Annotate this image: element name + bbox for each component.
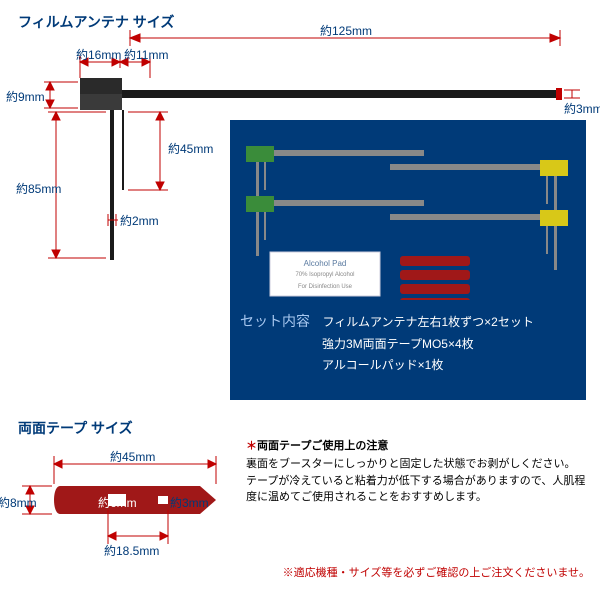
dim-85: 約85mm	[16, 180, 61, 197]
tape-dim-18-5: 約18.5mm	[104, 542, 159, 559]
set-contents-title: セット内容	[240, 311, 310, 331]
notice-title: 両面テープご使用上の注意	[257, 440, 388, 452]
notice-footer: ※適応機種・サイズ等を必ずご確認の上ご注文くださいませ。	[246, 564, 590, 580]
pad-line3: For Disinfection Use	[298, 284, 353, 290]
dim-125: 約125mm	[320, 22, 372, 39]
notice-title-line: ＊両面テープご使用上の注意	[246, 438, 388, 455]
set-line-2: アルコールパッド×1枚	[322, 356, 576, 373]
tape-dim-8: 約8mm	[0, 494, 37, 511]
dim-3: 約3mm	[564, 100, 600, 117]
tape-dim-6: 約6mm	[98, 494, 137, 511]
notice-star-icon: ＊	[246, 440, 257, 452]
set-line-1: 強力3M両面テープMO5×4枚	[322, 335, 576, 352]
dim-11: 約11mm	[124, 46, 168, 63]
product-set-box: Alcohol Pad 70% Isopropyl Alcohol For Di…	[230, 120, 586, 400]
dim-2: 約2mm	[120, 212, 159, 229]
notice-body-text: 裏面をブースターにしっかりと固定した状態でお剥がしください。 テープが冷えている…	[246, 456, 590, 506]
dim-9: 約9mm	[6, 88, 45, 105]
product-illustration: Alcohol Pad 70% Isopropyl Alcohol For Di…	[240, 130, 576, 300]
tape-dim-45: 約45mm	[110, 448, 155, 465]
tape-dim-3: 約3mm	[170, 494, 209, 511]
dim-16: 約16mm	[76, 46, 121, 63]
pad-line1: Alcohol Pad	[304, 259, 347, 268]
dim-45: 約45mm	[168, 140, 213, 157]
set-line-0: フィルムアンテナ左右1枚ずつ×2セット	[322, 315, 533, 329]
pad-line2: 70% Isopropyl Alcohol	[295, 272, 354, 278]
